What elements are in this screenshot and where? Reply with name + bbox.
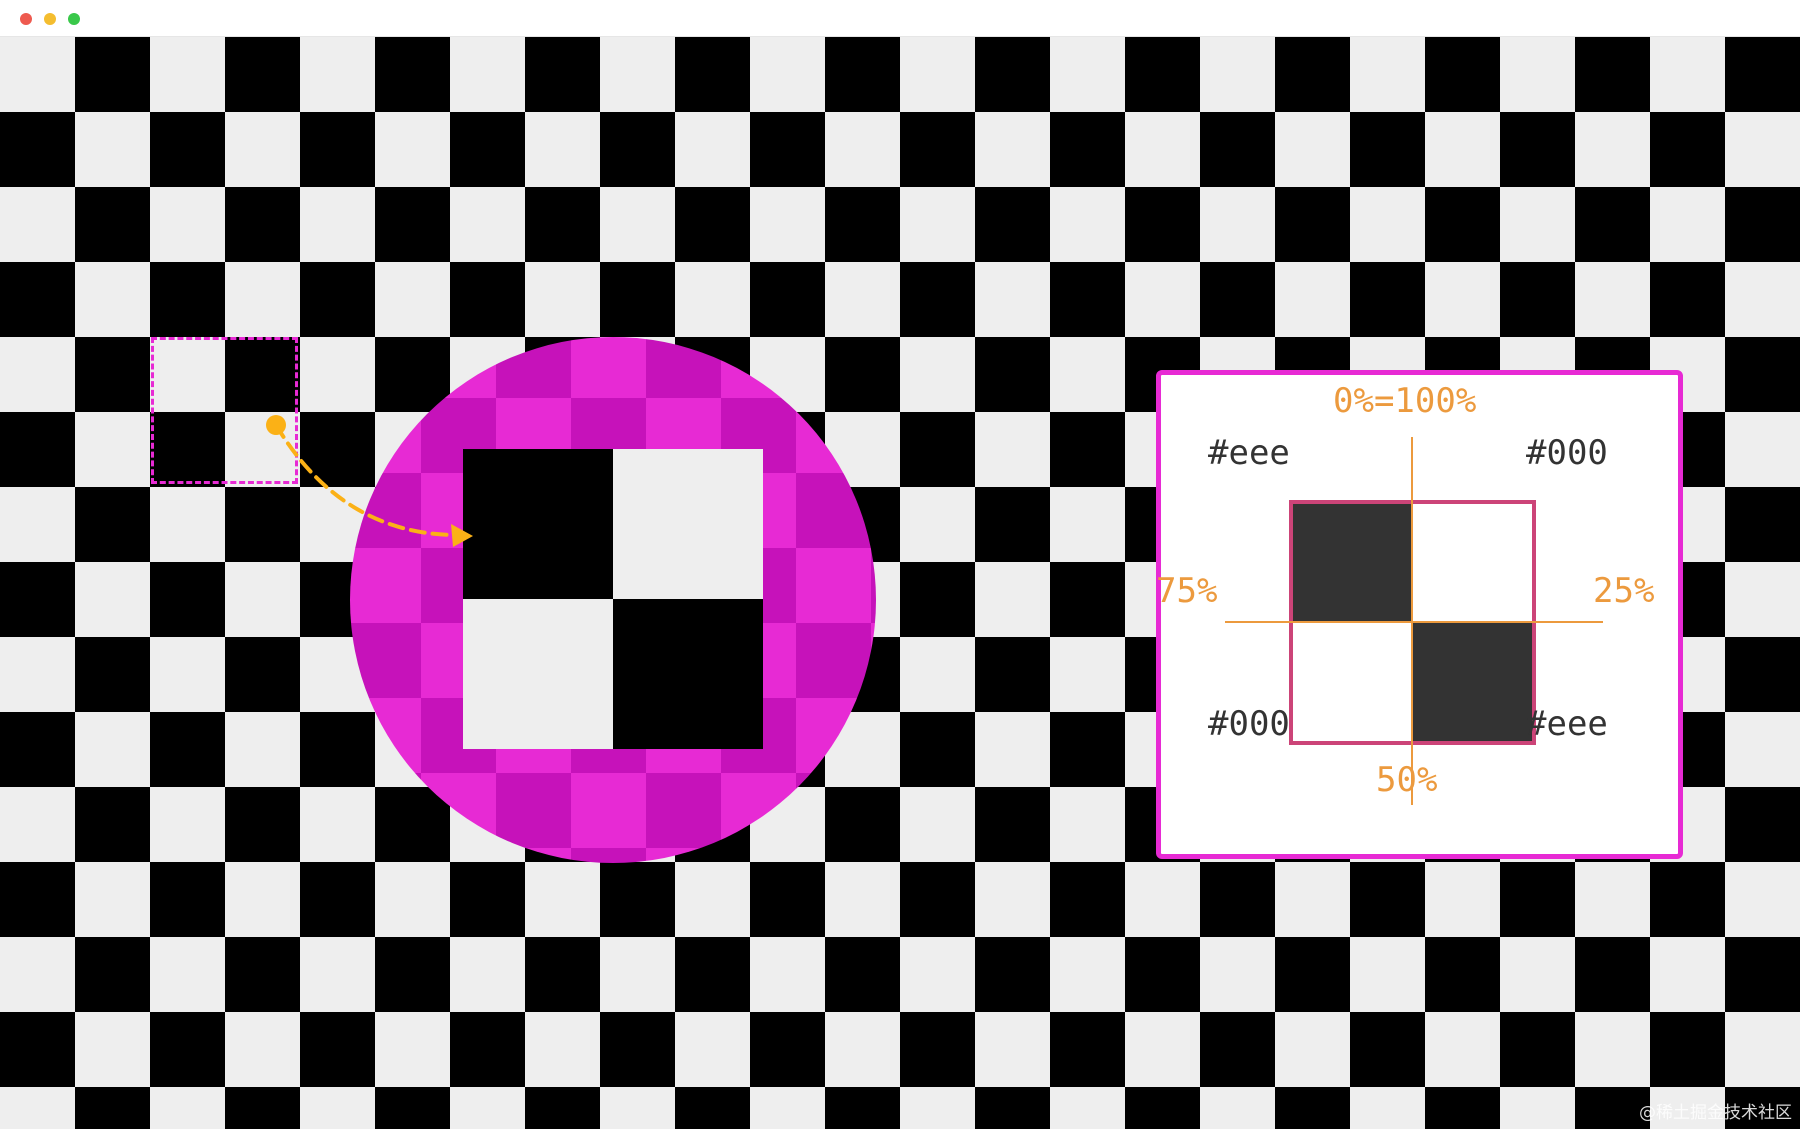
zoom-arrow (266, 415, 473, 547)
checkerboard-canvas: 0%=100% 25% 50% 75% #eee #000 #000 #eee … (0, 37, 1800, 1129)
top-right-color-label: #000 (1526, 433, 1608, 473)
magnifier-circle (350, 337, 876, 863)
minimize-window-button[interactable] (44, 13, 56, 25)
close-window-button[interactable] (20, 13, 32, 25)
maximize-window-button[interactable] (68, 13, 80, 25)
arrow-head-icon (451, 524, 473, 547)
magnified-tile (463, 449, 763, 749)
top-left-color-label: #eee (1208, 433, 1290, 473)
repeating-tile-highlight (151, 337, 298, 484)
top-angle-label: 0%=100% (1333, 381, 1477, 421)
bottom-angle-label: 50% (1376, 760, 1438, 800)
right-angle-label: 25% (1593, 571, 1655, 611)
arrow-start-dot (266, 415, 286, 435)
gradient-legend-panel: 0%=100% 25% 50% 75% #eee #000 #000 #eee (1156, 370, 1683, 859)
window-titlebar (0, 0, 1800, 37)
bottom-right-color-label: #eee (1526, 704, 1608, 744)
watermark: @稀土掘金技术社区 (1639, 1103, 1792, 1123)
bottom-left-color-label: #000 (1208, 704, 1290, 744)
left-angle-label: 75% (1156, 571, 1218, 611)
horizontal-axis-line (1225, 621, 1603, 623)
